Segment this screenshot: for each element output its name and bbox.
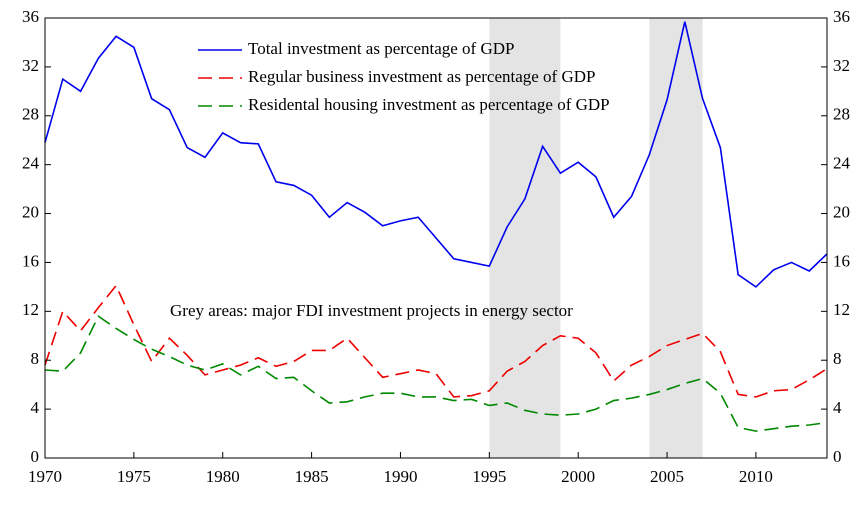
x-tick-label: 1975 bbox=[117, 467, 151, 486]
x-tick-label: 1990 bbox=[383, 467, 417, 486]
shaded-region bbox=[649, 18, 703, 458]
y-tick-label: 16 bbox=[22, 251, 39, 270]
y2-tick-label: 28 bbox=[833, 105, 850, 124]
x-tick-label: 1995 bbox=[472, 467, 506, 486]
y2-tick-label: 16 bbox=[833, 251, 850, 270]
x-tick-label: 1970 bbox=[28, 467, 62, 486]
y2-tick-label: 12 bbox=[833, 300, 850, 319]
x-tick-label: 2010 bbox=[739, 467, 773, 486]
y-tick-label: 20 bbox=[22, 202, 39, 221]
y-tick-label: 0 bbox=[31, 447, 40, 466]
y2-tick-label: 36 bbox=[833, 7, 850, 26]
series-line bbox=[44, 284, 828, 398]
series-line bbox=[44, 21, 828, 288]
y-tick-label: 24 bbox=[22, 154, 40, 173]
legend-label: Regular business investment as percentag… bbox=[248, 67, 595, 86]
legend-label: Total investment as percentage of GDP bbox=[248, 39, 514, 58]
series-line bbox=[44, 315, 828, 432]
x-tick-label: 2000 bbox=[561, 467, 595, 486]
y2-tick-label: 20 bbox=[833, 202, 850, 221]
y-tick-label: 28 bbox=[22, 105, 39, 124]
y2-tick-label: 24 bbox=[833, 154, 851, 173]
y2-tick-label: 8 bbox=[833, 349, 842, 368]
plot-frame bbox=[44, 17, 828, 459]
legend-label: Residental housing investment as percent… bbox=[248, 95, 610, 114]
y-tick-label: 4 bbox=[31, 398, 40, 417]
x-tick-label: 2005 bbox=[650, 467, 684, 486]
x-tick-label: 1980 bbox=[206, 467, 240, 486]
y-tick-label: 36 bbox=[22, 7, 39, 26]
y-tick-label: 12 bbox=[22, 300, 39, 319]
shaded-region bbox=[489, 18, 561, 458]
y-tick-label: 8 bbox=[31, 349, 40, 368]
y-tick-label: 32 bbox=[22, 56, 39, 75]
y2-tick-label: 32 bbox=[833, 56, 850, 75]
annotation: Grey areas: major FDI investment project… bbox=[170, 301, 573, 320]
x-tick-label: 1985 bbox=[295, 467, 329, 486]
y2-tick-label: 4 bbox=[833, 398, 842, 417]
y2-tick-label: 0 bbox=[833, 447, 842, 466]
